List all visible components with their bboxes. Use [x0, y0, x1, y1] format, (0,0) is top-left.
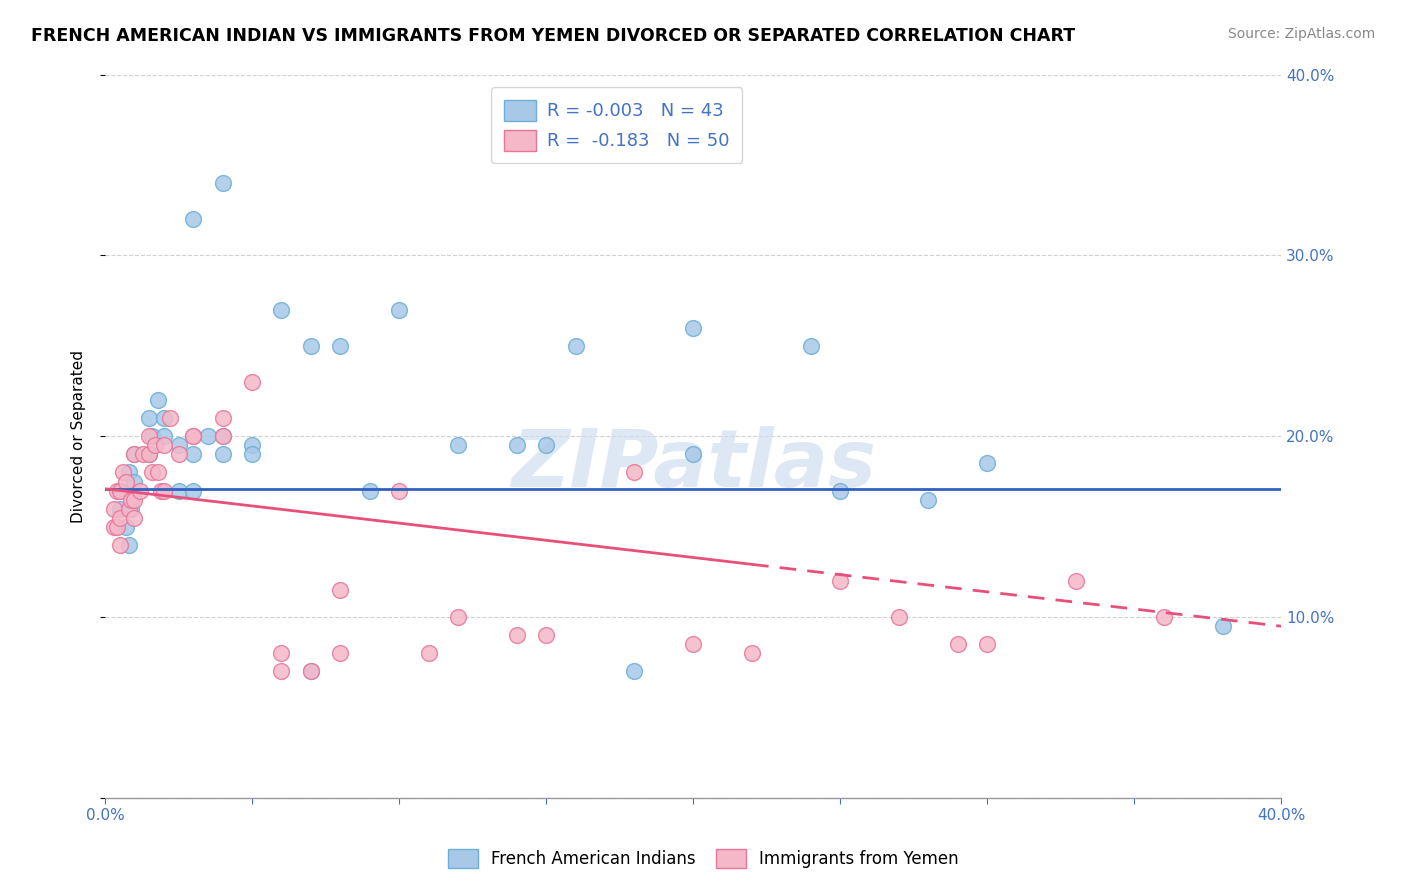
- Point: [329, 582, 352, 597]
- Point: [138, 429, 160, 443]
- Point: [270, 646, 292, 660]
- Point: [1153, 610, 1175, 624]
- Point: [211, 411, 233, 425]
- Point: [830, 574, 852, 588]
- Point: [124, 447, 146, 461]
- Point: [534, 438, 557, 452]
- Point: [124, 447, 146, 461]
- Point: [800, 339, 823, 353]
- Point: [153, 411, 176, 425]
- Point: [197, 429, 219, 443]
- Point: [211, 176, 233, 190]
- Point: [211, 429, 233, 443]
- Point: [114, 520, 136, 534]
- Point: [117, 501, 139, 516]
- Point: [159, 411, 181, 425]
- Point: [105, 520, 128, 534]
- Point: [124, 510, 146, 524]
- Point: [108, 538, 131, 552]
- Point: [564, 339, 586, 353]
- Point: [129, 483, 152, 498]
- Point: [418, 646, 440, 660]
- Point: [270, 302, 292, 317]
- Point: [141, 466, 163, 480]
- Text: ZIPatlas: ZIPatlas: [510, 426, 876, 504]
- Point: [181, 447, 204, 461]
- Point: [132, 447, 155, 461]
- Point: [108, 510, 131, 524]
- Point: [623, 466, 645, 480]
- Point: [108, 501, 131, 516]
- Point: [887, 610, 910, 624]
- Point: [211, 429, 233, 443]
- Point: [105, 483, 128, 498]
- Legend: R = -0.003   N = 43, R =  -0.183   N = 50: R = -0.003 N = 43, R = -0.183 N = 50: [491, 87, 742, 163]
- Point: [329, 339, 352, 353]
- Point: [114, 475, 136, 489]
- Point: [240, 438, 263, 452]
- Point: [108, 483, 131, 498]
- Point: [181, 429, 204, 443]
- Point: [143, 438, 166, 452]
- Point: [211, 447, 233, 461]
- Point: [138, 411, 160, 425]
- Legend: French American Indians, Immigrants from Yemen: French American Indians, Immigrants from…: [441, 842, 965, 875]
- Point: [447, 610, 470, 624]
- Text: Source: ZipAtlas.com: Source: ZipAtlas.com: [1227, 27, 1375, 41]
- Point: [1212, 619, 1234, 633]
- Point: [299, 665, 322, 679]
- Point: [117, 538, 139, 552]
- Point: [138, 447, 160, 461]
- Point: [103, 501, 125, 516]
- Point: [299, 339, 322, 353]
- Point: [447, 438, 470, 452]
- Point: [153, 438, 176, 452]
- Text: FRENCH AMERICAN INDIAN VS IMMIGRANTS FROM YEMEN DIVORCED OR SEPARATED CORRELATIO: FRENCH AMERICAN INDIAN VS IMMIGRANTS FRO…: [31, 27, 1076, 45]
- Point: [153, 429, 176, 443]
- Point: [506, 438, 529, 452]
- Point: [682, 637, 704, 651]
- Point: [1064, 574, 1087, 588]
- Y-axis label: Divorced or Separated: Divorced or Separated: [72, 350, 86, 523]
- Point: [141, 429, 163, 443]
- Point: [111, 466, 134, 480]
- Point: [388, 302, 411, 317]
- Point: [623, 665, 645, 679]
- Point: [682, 447, 704, 461]
- Point: [741, 646, 763, 660]
- Point: [181, 429, 204, 443]
- Point: [506, 628, 529, 642]
- Point: [359, 483, 381, 498]
- Point: [124, 492, 146, 507]
- Point: [240, 375, 263, 389]
- Point: [149, 483, 172, 498]
- Point: [976, 457, 998, 471]
- Point: [917, 492, 939, 507]
- Point: [946, 637, 969, 651]
- Point: [270, 665, 292, 679]
- Point: [167, 438, 190, 452]
- Point: [534, 628, 557, 642]
- Point: [117, 466, 139, 480]
- Point: [976, 637, 998, 651]
- Point: [153, 483, 176, 498]
- Point: [167, 483, 190, 498]
- Point: [830, 483, 852, 498]
- Point: [120, 492, 142, 507]
- Point: [124, 475, 146, 489]
- Point: [120, 501, 142, 516]
- Point: [108, 483, 131, 498]
- Point: [682, 320, 704, 334]
- Point: [146, 466, 169, 480]
- Point: [181, 483, 204, 498]
- Point: [167, 447, 190, 461]
- Point: [329, 646, 352, 660]
- Point: [240, 447, 263, 461]
- Point: [388, 483, 411, 498]
- Point: [103, 520, 125, 534]
- Point: [299, 665, 322, 679]
- Point: [146, 393, 169, 408]
- Point: [138, 447, 160, 461]
- Point: [181, 212, 204, 227]
